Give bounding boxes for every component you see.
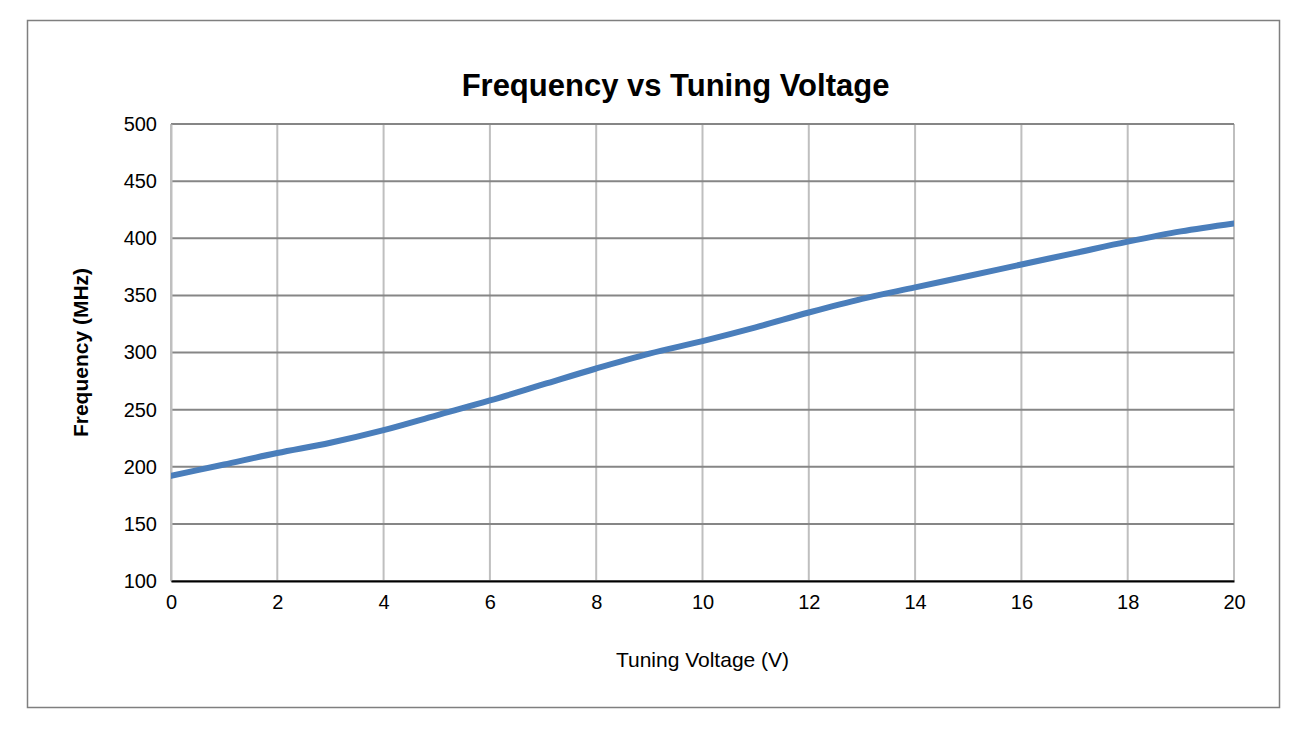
y-tick: 350 bbox=[124, 284, 171, 306]
grid-line-y bbox=[171, 409, 1234, 411]
grid-line-y bbox=[171, 466, 1234, 468]
grid-line-y bbox=[171, 352, 1234, 354]
x-axis-title: Tuning Voltage (V) bbox=[616, 648, 789, 671]
y-axis: 100 150 200 250 300 350 400 450 500 bbox=[124, 113, 172, 592]
plot-area bbox=[171, 223, 1234, 475]
y-axis-title: Frequency (MHz) bbox=[69, 268, 92, 437]
x-tick: 12 bbox=[798, 581, 820, 613]
y-tick: 500 bbox=[124, 113, 171, 135]
y-tick-label: 350 bbox=[124, 284, 157, 306]
data-line bbox=[171, 223, 1234, 475]
x-tick: 2 bbox=[272, 581, 283, 613]
grid-line-y bbox=[171, 580, 1234, 582]
x-axis-line bbox=[172, 581, 1235, 583]
x-tick: 14 bbox=[904, 581, 926, 613]
chart-title: Frequency vs Tuning Voltage bbox=[462, 68, 890, 103]
y-tick-label: 450 bbox=[124, 170, 157, 192]
x-tick: 16 bbox=[1011, 581, 1033, 613]
y-tick: 300 bbox=[124, 341, 171, 363]
y-axis-line bbox=[171, 125, 173, 582]
x-tick-label: 20 bbox=[1223, 591, 1245, 613]
y-tick-label: 250 bbox=[124, 399, 157, 421]
y-tick: 450 bbox=[124, 170, 171, 192]
chart-frame bbox=[28, 21, 1280, 708]
y-tick-label: 100 bbox=[124, 570, 157, 592]
grid-line-y bbox=[171, 294, 1234, 296]
y-tick-label: 500 bbox=[124, 113, 157, 135]
grid-line-y bbox=[171, 180, 1234, 182]
x-tick-label: 18 bbox=[1117, 591, 1139, 613]
y-tick-label: 200 bbox=[124, 456, 157, 478]
x-tick-label: 0 bbox=[166, 591, 177, 613]
y-tick: 150 bbox=[124, 513, 171, 535]
x-tick: 8 bbox=[591, 581, 602, 613]
y-tick-label: 400 bbox=[124, 227, 157, 249]
grid-line-x bbox=[170, 124, 172, 581]
x-tick: 4 bbox=[379, 581, 390, 613]
grid-line-y bbox=[171, 123, 1234, 125]
y-tick: 200 bbox=[124, 456, 171, 478]
x-tick: 10 bbox=[692, 581, 714, 613]
x-tick-label: 10 bbox=[692, 591, 714, 613]
y-tick: 100 bbox=[124, 570, 171, 592]
x-tick-label: 6 bbox=[485, 591, 496, 613]
x-tick-label: 12 bbox=[798, 591, 820, 613]
x-tick: 18 bbox=[1117, 581, 1139, 613]
x-tick-label: 16 bbox=[1011, 591, 1033, 613]
chart: 100 150 200 250 300 350 400 450 500 0 2 4 6 8 10 12 14 16… bbox=[0, 0, 1304, 735]
grid-line-y bbox=[171, 237, 1234, 239]
y-tick-label: 300 bbox=[124, 341, 157, 363]
y-tick: 250 bbox=[124, 399, 171, 421]
x-tick: 0 bbox=[166, 581, 177, 613]
y-tick: 400 bbox=[124, 227, 171, 249]
x-tick: 20 bbox=[1223, 581, 1245, 613]
x-tick-label: 2 bbox=[272, 591, 283, 613]
grid bbox=[171, 124, 1234, 581]
x-tick-label: 14 bbox=[904, 591, 926, 613]
x-tick: 6 bbox=[485, 581, 496, 613]
x-tick-label: 4 bbox=[379, 591, 390, 613]
x-axis: 0 2 4 6 8 10 12 14 16 18 20 bbox=[166, 581, 1246, 613]
grid-line-y bbox=[171, 523, 1234, 525]
x-tick-label: 8 bbox=[591, 591, 602, 613]
y-tick-label: 150 bbox=[124, 513, 157, 535]
